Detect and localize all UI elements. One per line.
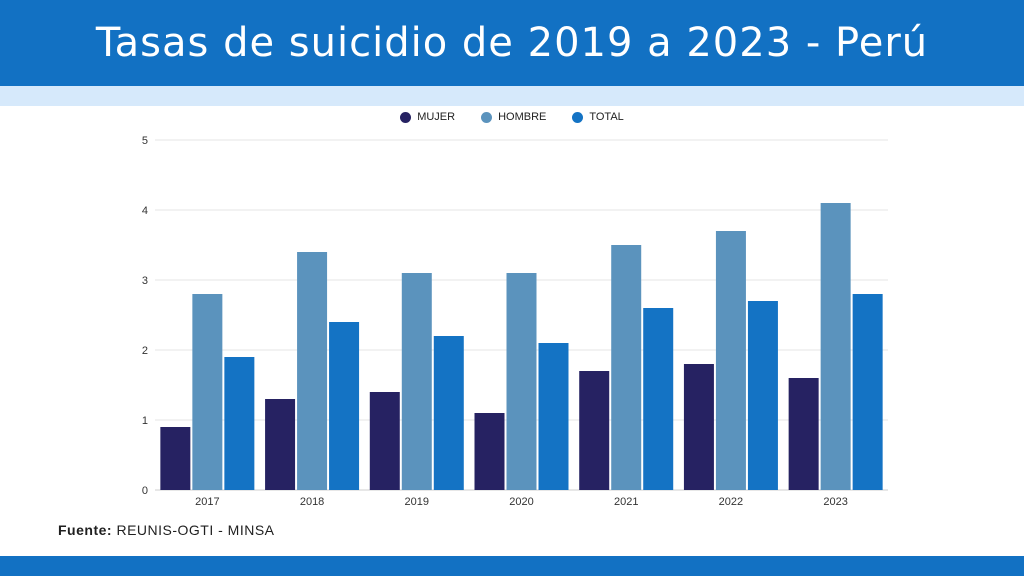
bar-total <box>747 301 778 490</box>
bar-hombre <box>192 294 223 490</box>
x-tick-label: 2017 <box>195 496 219 508</box>
legend-swatch-mujer <box>400 111 412 123</box>
bar-mujer <box>683 364 714 490</box>
y-tick-label: 1 <box>142 415 148 427</box>
bar-hombre <box>297 252 328 490</box>
bar-mujer <box>579 371 610 490</box>
bar-mujer <box>265 399 296 490</box>
bar-total <box>643 308 674 490</box>
y-tick-label: 2 <box>142 345 148 357</box>
y-tick-label: 3 <box>142 275 148 287</box>
x-tick-label: 2021 <box>614 496 638 508</box>
bar-mujer <box>369 392 400 490</box>
x-tick-label: 2022 <box>719 496 743 508</box>
x-tick-label: 2018 <box>300 496 324 508</box>
legend-swatch-hombre <box>481 111 493 123</box>
chart-legend: MUJER HOMBRE TOTAL <box>0 111 1024 123</box>
bar-hombre <box>715 231 746 490</box>
legend-item-hombre: HOMBRE <box>481 111 546 123</box>
legend-swatch-total <box>572 111 584 123</box>
page-title: Tasas de suicidio de 2019 a 2023 - Perú <box>95 20 929 66</box>
bar-mujer <box>788 378 819 490</box>
bar-hombre <box>401 273 432 490</box>
y-tick-label: 4 <box>142 205 148 217</box>
footer-bar <box>0 556 1024 576</box>
legend-label-hombre: HOMBRE <box>498 111 547 123</box>
bar-mujer <box>160 427 191 490</box>
x-tick-label: 2020 <box>509 496 533 508</box>
bar-total <box>224 357 255 490</box>
bar-hombre <box>506 273 537 490</box>
header-bar: Tasas de suicidio de 2019 a 2023 - Perú <box>0 0 1024 86</box>
x-tick-label: 2019 <box>405 496 429 508</box>
bar-total <box>852 294 883 490</box>
y-tick-label: 0 <box>142 485 148 497</box>
source-note: Fuente: REUNIS-OGTI - MINSA <box>58 522 275 538</box>
x-tick-label: 2023 <box>823 496 847 508</box>
bar-total <box>538 343 569 490</box>
source-text: REUNIS-OGTI - MINSA <box>116 522 275 538</box>
legend-label-mujer: MUJER <box>417 111 456 123</box>
header-stripe <box>0 86 1024 106</box>
bar-mujer <box>474 413 505 490</box>
bar-total <box>329 322 360 490</box>
source-label: Fuente: <box>58 522 113 538</box>
bar-total <box>433 336 464 490</box>
legend-item-total: TOTAL <box>572 111 624 123</box>
y-tick-label: 5 <box>142 135 148 147</box>
bar-hombre <box>611 245 642 490</box>
legend-label-total: TOTAL <box>589 111 624 123</box>
bar-hombre <box>820 203 851 490</box>
legend-item-mujer: MUJER <box>400 111 455 123</box>
